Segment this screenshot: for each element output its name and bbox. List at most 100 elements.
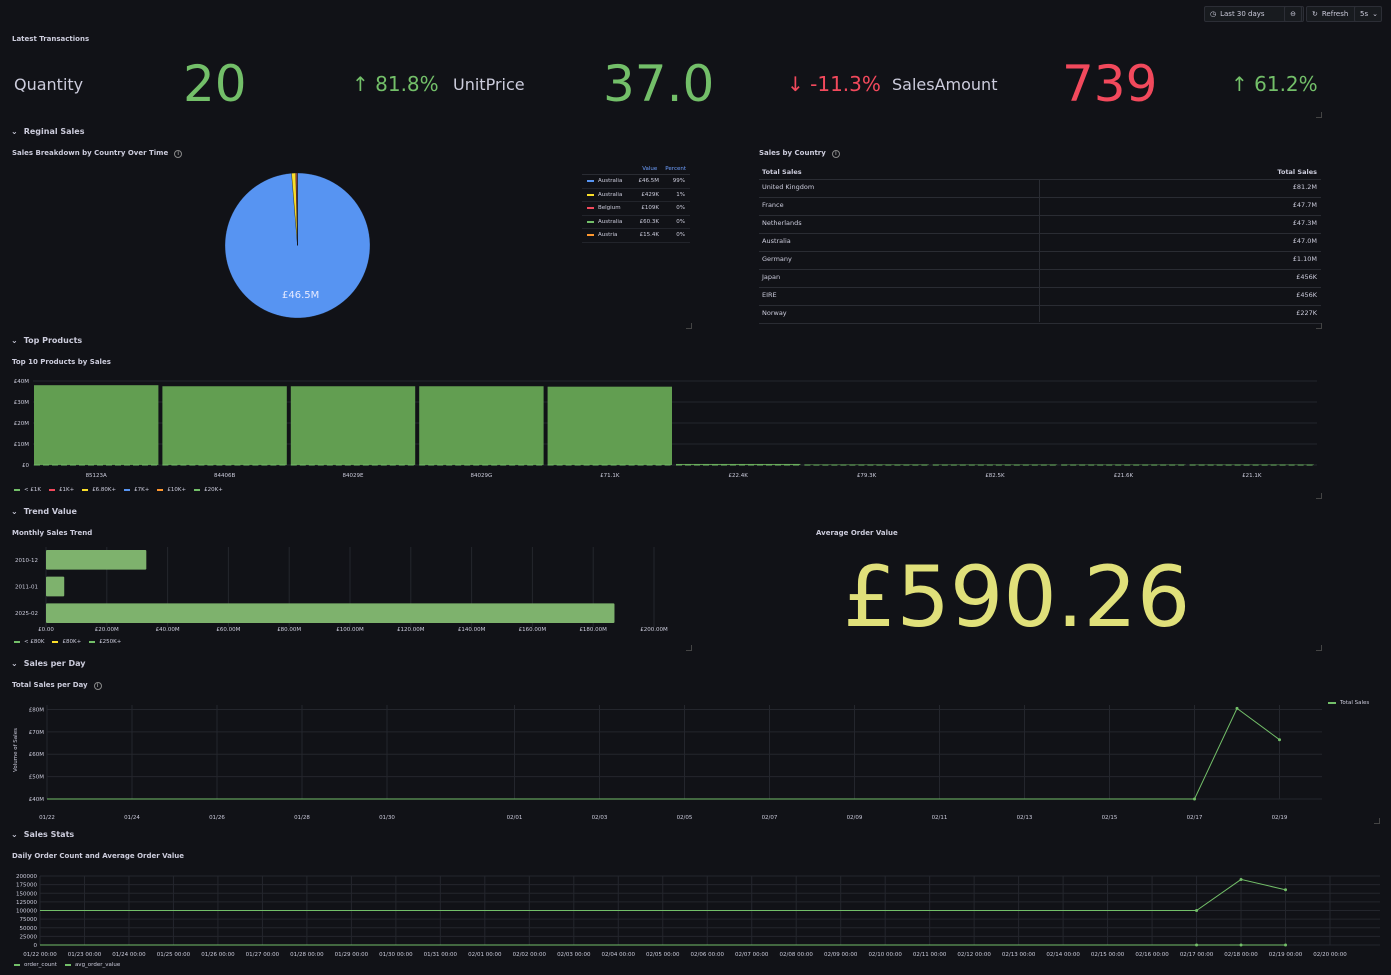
bar (46, 550, 147, 570)
series-line (40, 878, 1286, 911)
info-icon[interactable]: i (93, 682, 102, 690)
pie-legend-item[interactable]: Austria £15.4K 0% (582, 229, 690, 243)
legend-item[interactable]: £20K+ (194, 487, 223, 493)
legend-item[interactable]: < £80K (14, 639, 44, 645)
row-sales-stats[interactable]: ⌄ Sales Stats (11, 830, 74, 839)
daily-sales-legend[interactable]: Total Sales (1328, 700, 1369, 706)
row-sales-per-day[interactable]: ⌄ Sales per Day (11, 659, 85, 668)
series-line (47, 707, 1280, 800)
row-title-label: Top Products (23, 336, 83, 345)
legend-value: £60.3K (639, 218, 659, 225)
legend-swatch (14, 964, 20, 966)
x-tick-label: £71.1K (600, 473, 620, 479)
country-table-title: Sales by Country i (759, 149, 840, 158)
chevron-down-icon: ⌄ (11, 830, 18, 839)
country-name: United Kingdom (762, 183, 815, 191)
monthly-trend-chart: £0.00 £20.00M £40.00M £60.00M £80.00M £100.00… (15, 547, 668, 633)
legend-item[interactable]: £7K+ (124, 487, 149, 493)
panel-resize-handle[interactable] (1316, 645, 1322, 651)
bar (419, 386, 544, 465)
panel-resize-handle[interactable] (1316, 493, 1322, 499)
pie-legend-item[interactable]: Belgium £109K 0% (582, 202, 690, 216)
pie-legend-item[interactable]: Australia £46.5M 99% (582, 175, 690, 189)
pie-legend-item[interactable]: Australia £60.3K 0% (582, 216, 690, 229)
panel-resize-handle[interactable] (1374, 818, 1380, 824)
bar (34, 385, 159, 465)
country-table-header: Total Sales Total Sales (759, 166, 1321, 180)
legend-percent: 0% (676, 218, 685, 225)
x-tick-label: 85123A (86, 473, 107, 479)
bar (290, 386, 416, 465)
panel-resize-handle[interactable] (686, 645, 692, 651)
legend-value: £46.5M (638, 178, 660, 185)
data-point (1235, 706, 1239, 710)
stat-value-quantity: 20 (183, 55, 247, 113)
x-tick-label: 02/03 (592, 815, 608, 821)
country-name: Norway (762, 309, 787, 317)
x-tick-label: 02/03 00:00 (557, 952, 591, 958)
table-row[interactable]: United Kingdom £81.2M (759, 179, 1321, 198)
y-tick-label: £0 (22, 463, 29, 469)
legend-item[interactable]: £80K+ (52, 639, 81, 645)
table-row[interactable]: Australia £47.0M (759, 233, 1321, 252)
legend-item[interactable]: £250K+ (89, 639, 121, 645)
column-header[interactable]: Total Sales (762, 168, 802, 176)
x-tick-label: 02/18 00:00 (1224, 952, 1258, 958)
legend-item[interactable]: £6.80K+ (82, 487, 116, 493)
monthly-trend-title: Monthly Sales Trend (12, 529, 93, 537)
aov-title: Average Order Value (816, 529, 898, 537)
legend-value: £109K (641, 205, 659, 212)
table-row[interactable]: Japan £456K (759, 269, 1321, 288)
panel-resize-handle[interactable] (1316, 323, 1322, 329)
panel-resize-handle[interactable] (686, 323, 692, 329)
x-tick-label: 01/26 00:00 (201, 952, 235, 958)
x-tick-label: 02/19 (1272, 815, 1288, 821)
zoom-out-icon: ⊖ (1290, 10, 1296, 18)
table-row[interactable]: EIRE £456K (759, 287, 1321, 306)
y-tick-label: 0 (34, 943, 38, 949)
table-row[interactable]: Netherlands £47.3M (759, 215, 1321, 234)
legend-item[interactable]: £10K+ (157, 487, 186, 493)
table-row[interactable]: Germany £1.10M (759, 251, 1321, 270)
refresh-interval-picker[interactable]: 5s ⌄ (1354, 6, 1382, 22)
legend-item[interactable]: £1K+ (48, 487, 74, 493)
x-tick-label: 02/08 00:00 (779, 952, 813, 958)
row-trend-value[interactable]: ⌄ Trend Value (11, 507, 77, 516)
x-tick-label: 02/05 00:00 (646, 952, 680, 958)
x-tick-label: 01/22 (39, 815, 55, 821)
panel-resize-handle[interactable] (1316, 112, 1322, 118)
info-icon[interactable]: i (174, 150, 183, 158)
x-tick-label: 01/29 00:00 (335, 952, 369, 958)
x-tick-label: 02/01 00:00 (468, 952, 502, 958)
x-tick-label: 02/10 00:00 (868, 952, 902, 958)
legend-percent: 0% (676, 232, 685, 239)
x-tick-label: 02/06 00:00 (691, 952, 725, 958)
row-title-label: Reginal Sales (23, 127, 85, 136)
row-title-label: Sales per Day (23, 659, 86, 668)
column-header[interactable]: Total Sales (1277, 168, 1317, 176)
time-range-picker[interactable]: ◷ Last 30 days ⌄ (1204, 6, 1304, 22)
legend-item[interactable]: < £1K (14, 487, 41, 493)
row-top-products[interactable]: ⌄ Top Products (11, 336, 82, 345)
zoom-out-button[interactable]: ⊖ (1284, 6, 1302, 22)
info-icon[interactable]: i (831, 150, 840, 158)
x-tick-label: 02/19 00:00 (1269, 952, 1303, 958)
row-regional-sales[interactable]: ⌄ Reginal Sales (11, 127, 84, 136)
y-tick-label: 125000 (16, 900, 37, 906)
x-tick-label: 01/24 00:00 (112, 952, 146, 958)
data-point (1239, 943, 1243, 947)
y-tick-label: 150000 (16, 891, 37, 897)
refresh-button[interactable]: ↻ Refresh (1306, 6, 1360, 22)
table-row[interactable]: Norway £227K (759, 305, 1321, 324)
x-tick-label: 84029G (471, 473, 493, 479)
x-tick-label: 01/24 (124, 815, 140, 821)
data-point (1193, 797, 1196, 801)
top-products-title: Top 10 Products by Sales (12, 358, 111, 366)
clock-icon: ◷ (1210, 10, 1217, 18)
legend-item[interactable]: avg_order_value (64, 962, 120, 968)
monthly-trend-legend: < £80K £80K+ £250K+ (14, 639, 121, 645)
x-tick-label: 02/05 (677, 815, 693, 821)
legend-item[interactable]: order_count (14, 962, 57, 968)
pie-legend-item[interactable]: Australia £429K 1% (582, 189, 690, 202)
table-row[interactable]: France £47.7M (759, 197, 1321, 216)
